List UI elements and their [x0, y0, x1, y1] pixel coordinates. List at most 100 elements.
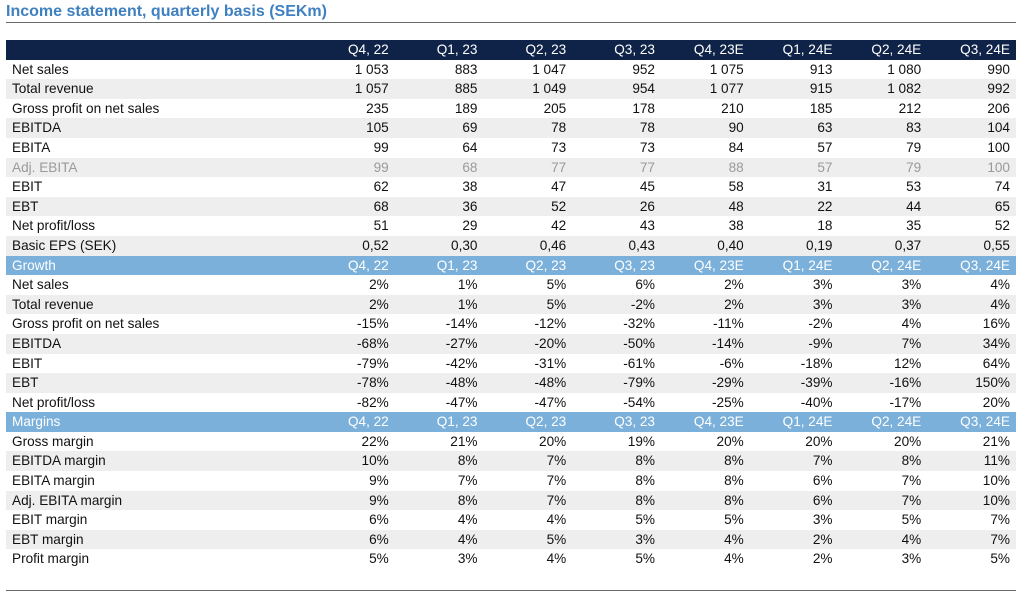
table-cell: 7%	[990, 512, 1010, 528]
table-row: Net profit/loss 51 29 42 43 38 18 35 52	[6, 216, 1016, 236]
table-cell: 83	[906, 120, 922, 136]
table-row: EBITDA -68% -27% -20% -50% -14% -9% 7% 34%	[6, 333, 1016, 354]
table-cell: 990	[987, 61, 1010, 77]
period-header: Q3, 23	[614, 257, 655, 273]
table-row: Gross profit on net sales 235 189 205 178 210…	[6, 99, 1016, 119]
title-divider	[6, 22, 1016, 23]
period-header: Q4, 23E	[693, 257, 744, 273]
table-row: EBIT -79% -42% -31% -61% -6% -18% 12% 64%	[6, 354, 1016, 374]
table-cell: 185	[809, 100, 833, 116]
table-cell: 0,52	[362, 237, 389, 253]
table-cell: 8%	[724, 453, 744, 469]
table-cell: 210	[721, 100, 744, 116]
table-cell: 1 049	[532, 81, 567, 97]
table-cell: 8%	[457, 453, 478, 469]
period-header: Q1, 23	[436, 414, 478, 430]
table-cell: 2%	[724, 277, 744, 293]
table-cell: 52	[551, 198, 567, 214]
table-cell: 3%	[812, 277, 833, 293]
table-cell: 6%	[369, 531, 389, 547]
table-cell: 4%	[457, 512, 478, 528]
table-cell: -40%	[800, 394, 833, 410]
table-cell: 0,40	[717, 237, 744, 253]
table-cell: 0,37	[894, 237, 922, 253]
table-cell: 77	[639, 159, 655, 175]
table-cell: 65	[994, 198, 1010, 214]
table-cell: 18	[817, 218, 833, 234]
table-row: Gross margin 22% 21% 20% 19% 20% 20% 20% 21%	[6, 432, 1016, 452]
table-cell: 235	[366, 100, 389, 116]
section-header-row: Margins Q4, 22 Q1, 23 Q2, 23 Q3, 23 Q4, 23E Q1…	[6, 412, 1016, 432]
table-cell: 5%	[546, 531, 567, 547]
table-cell: 212	[898, 100, 922, 116]
row-label: Net profit/loss	[12, 218, 96, 234]
period-header: Q3, 23	[614, 414, 655, 430]
section-header-row: Growth Q4, 22 Q1, 23 Q2, 23 Q3, 23 Q4, 23E Q1,…	[6, 255, 1016, 276]
row-label: EBT margin	[12, 531, 84, 547]
table-cell: 26	[639, 198, 655, 214]
table-cell: 3%	[635, 531, 655, 547]
table-cell: 5%	[369, 551, 389, 567]
table-row: Basic EPS (SEK) 0,52 0,30 0,46 0,43 0,40 0,19 0…	[6, 235, 1016, 256]
table-cell: 20%	[982, 394, 1010, 410]
table-cell: 5%	[635, 551, 655, 567]
table-cell: -14%	[712, 335, 744, 351]
table-cell: -16%	[889, 375, 922, 391]
table-cell: 0,43	[628, 237, 655, 253]
period-header: Q4, 23E	[693, 42, 744, 57]
table-cell: 100	[987, 159, 1010, 175]
table-cell: -47%	[445, 394, 478, 410]
table-cell: 8%	[635, 473, 655, 489]
table-row: Adj. EBITA 99 68 77 77 88 57 79 100	[6, 157, 1016, 178]
period-header: Q3, 24E	[960, 42, 1010, 57]
table-cell: 45	[639, 179, 655, 195]
row-label: EBITDA	[12, 120, 62, 136]
table-cell: 1 047	[532, 61, 567, 77]
table-cell: 5%	[990, 551, 1010, 567]
table-cell: 51	[373, 218, 389, 234]
table-cell: 44	[906, 198, 922, 214]
table-cell: 3%	[901, 277, 922, 293]
row-label: Gross profit on net sales	[12, 316, 160, 332]
table-cell: 31	[817, 179, 833, 195]
table-cell: 73	[551, 139, 567, 155]
table-cell: 10%	[982, 492, 1010, 508]
table-cell: 0,19	[806, 237, 833, 253]
table-cell: -18%	[800, 355, 833, 371]
table-cell: 206	[987, 100, 1010, 116]
table-row: EBT margin 6% 4% 5% 3% 4% 2% 4% 7%	[6, 529, 1016, 550]
table-row: EBT 68 36 52 26 48 22 44 65	[6, 196, 1016, 217]
table-cell: 78	[639, 120, 655, 136]
table-row: Net sales 1 053 883 1 047 952 1 075 913 1 080 99…	[6, 60, 1016, 80]
row-label: Total revenue	[12, 296, 94, 312]
table-row: EBITDA 105 69 78 78 90 63 83 104	[6, 118, 1016, 138]
section-heading: Growth	[12, 257, 56, 273]
table-cell: 2%	[812, 551, 833, 567]
table-cell: 1%	[457, 277, 478, 293]
table-cell: 68	[462, 159, 478, 175]
table-cell: 992	[987, 81, 1010, 97]
table-cell: -25%	[712, 394, 744, 410]
table-cell: -14%	[445, 316, 478, 332]
table-cell: 19%	[627, 433, 655, 449]
table-cell: 99	[373, 159, 389, 175]
table-cell: -61%	[623, 355, 655, 371]
table-cell: 6%	[812, 492, 833, 508]
table-cell: -54%	[623, 394, 655, 410]
period-header: Q4, 22	[347, 257, 389, 273]
row-label: Basic EPS (SEK)	[12, 237, 117, 253]
period-header: Q2, 24E	[871, 42, 922, 57]
table-cell: 3%	[812, 512, 833, 528]
section-heading: Margins	[12, 414, 61, 430]
table-cell: -39%	[800, 375, 833, 391]
table-row: Gross profit on net sales -15% -14% -12% -32…	[6, 314, 1016, 334]
table-cell: 0,30	[451, 237, 478, 253]
table-cell: 8%	[635, 492, 655, 508]
table-cell: 79	[906, 159, 922, 175]
table-cell: 4%	[546, 512, 567, 528]
table-cell: 8%	[635, 453, 655, 469]
period-header: Q2, 24E	[871, 414, 922, 430]
table-cell: 74	[994, 179, 1010, 195]
table-cell: -42%	[445, 355, 478, 371]
table-cell: 10%	[361, 453, 389, 469]
